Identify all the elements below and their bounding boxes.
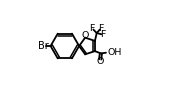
Text: OH: OH (108, 48, 122, 57)
Text: O: O (96, 57, 104, 66)
Text: F: F (98, 24, 104, 33)
Text: Br: Br (39, 41, 49, 51)
Text: O: O (82, 31, 89, 40)
Text: F: F (100, 30, 105, 39)
Text: F: F (89, 24, 94, 33)
